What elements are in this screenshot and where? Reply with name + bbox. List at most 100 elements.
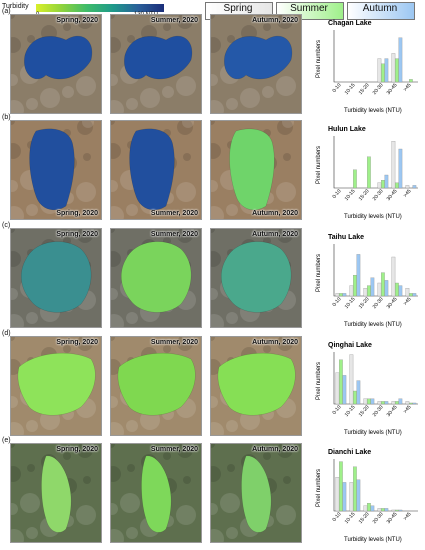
- bar-spring: [377, 58, 382, 83]
- x-tick-label: 10-15: [344, 404, 357, 418]
- x-tick-label: 10-15: [344, 511, 357, 525]
- colorbar-gradient: [36, 4, 164, 12]
- lake-map-summer: Summer, 2020: [110, 336, 202, 436]
- chart-axes: [333, 244, 418, 297]
- lake-map-autumn: Autumn, 2020: [210, 228, 302, 328]
- bar-autumn: [342, 293, 347, 297]
- bar-autumn: [384, 401, 389, 405]
- bar-summer: [395, 509, 399, 512]
- lake-map-autumn: Autumn, 2020: [210, 443, 302, 543]
- panel-letter: (e): [2, 437, 11, 444]
- x-tick-label: 15-20: [358, 296, 371, 310]
- bar-spring: [349, 482, 354, 512]
- lake-shape: [111, 337, 196, 435]
- bar-autumn: [370, 398, 375, 405]
- bar-autumn: [398, 285, 403, 297]
- bar-spring: [335, 477, 340, 512]
- season-label: Spring, 2020: [56, 339, 98, 346]
- lake-shape: [111, 444, 196, 542]
- x-tick-label: 20-30: [372, 188, 385, 202]
- legend-label-summer: Summer: [290, 3, 328, 14]
- x-tick-label: 30-45: [386, 404, 399, 418]
- x-tick-label: 10-15: [344, 296, 357, 310]
- lake-water: [221, 241, 292, 313]
- bar-spring: [391, 401, 396, 405]
- x-tick-label: >45: [402, 82, 412, 93]
- lake-map-spring: Spring, 2020: [10, 443, 102, 543]
- x-tick-label: 10-15: [344, 188, 357, 202]
- bar-summer: [353, 275, 357, 297]
- y-axis-label: Pixel numbers: [316, 40, 322, 78]
- bar-spring: [335, 372, 340, 405]
- bar-autumn: [398, 148, 403, 189]
- bar-spring: [391, 509, 396, 512]
- lake-map-summer: Summer, 2020: [110, 228, 202, 328]
- bar-summer: [381, 508, 385, 512]
- legend-swatch-autumn: [347, 2, 415, 20]
- x-tick-label: 15-20: [358, 82, 371, 96]
- season-label: Spring, 2020: [56, 210, 98, 217]
- bar-autumn: [370, 277, 375, 297]
- lake-shape: [11, 229, 96, 327]
- bar-summer: [367, 156, 371, 189]
- bar-spring: [405, 401, 410, 405]
- bar-summer: [395, 282, 399, 297]
- bar-autumn: [384, 174, 389, 189]
- season-label: Summer, 2020: [150, 210, 198, 217]
- lake-shape: [11, 337, 96, 435]
- bar-spring: [349, 285, 354, 297]
- y-axis-label: Pixel numbers: [316, 469, 322, 507]
- bar-summer: [339, 359, 343, 405]
- x-tick-label: >45: [402, 296, 412, 307]
- season-label: Spring, 2020: [56, 231, 98, 238]
- season-label: Autumn, 2020: [252, 17, 298, 24]
- bar-spring: [377, 182, 382, 189]
- legend-label-autumn: Autumn: [362, 3, 398, 14]
- panel-letter: (b): [2, 114, 11, 121]
- lake-shape: [111, 15, 196, 113]
- bar-autumn: [370, 505, 375, 512]
- bar-autumn: [398, 37, 403, 83]
- lake-water: [229, 128, 275, 211]
- lake-water: [124, 35, 193, 80]
- bar-spring: [377, 401, 382, 405]
- season-label: Summer, 2020: [150, 17, 198, 24]
- lake-map-spring: Spring, 2020: [10, 14, 102, 114]
- colorbar-title: Turbidity: [2, 3, 29, 10]
- panel-letter: (c): [2, 222, 11, 229]
- chart-title: Qinghai Lake: [328, 342, 372, 349]
- lake-map-autumn: Autumn, 2020: [210, 14, 302, 114]
- lake-water: [24, 35, 93, 80]
- bar-spring: [377, 508, 382, 512]
- lake-shape: [211, 229, 296, 327]
- lake-water: [41, 455, 72, 533]
- bar-summer: [409, 402, 413, 405]
- bar-spring: [363, 505, 368, 512]
- bar-autumn: [384, 58, 389, 83]
- bar-summer: [381, 272, 385, 297]
- x-tick-label: 0-10: [331, 296, 342, 308]
- chart-title: Hulun Lake: [328, 126, 366, 133]
- season-label: Summer, 2020: [150, 339, 198, 346]
- bar-autumn: [342, 375, 347, 405]
- lake-shape: [11, 121, 96, 219]
- panel-letter: (d): [2, 330, 11, 337]
- bar-autumn: [412, 185, 417, 189]
- bar-summer: [395, 401, 399, 405]
- lake-map-autumn: Autumn, 2020: [210, 120, 302, 220]
- bar-summer: [409, 293, 413, 297]
- x-tick-label: 15-20: [358, 404, 371, 418]
- lake-shape: [11, 15, 96, 113]
- lake-water: [121, 241, 192, 313]
- x-tick-label: 0-10: [331, 404, 342, 416]
- legend-label-spring: Spring: [223, 3, 253, 14]
- x-tick-label: 10-15: [344, 82, 357, 96]
- x-tick-label: 30-45: [386, 511, 399, 525]
- x-tick-label: 0-10: [331, 82, 342, 94]
- lake-shape: [11, 444, 96, 542]
- histogram-chart: Qinghai Lake Pixel numbers Turbidity level…: [316, 342, 418, 436]
- bar-summer: [353, 466, 357, 512]
- bar-summer: [381, 401, 385, 405]
- x-tick-label: 15-20: [358, 511, 371, 525]
- panel-letter: (a): [2, 8, 11, 15]
